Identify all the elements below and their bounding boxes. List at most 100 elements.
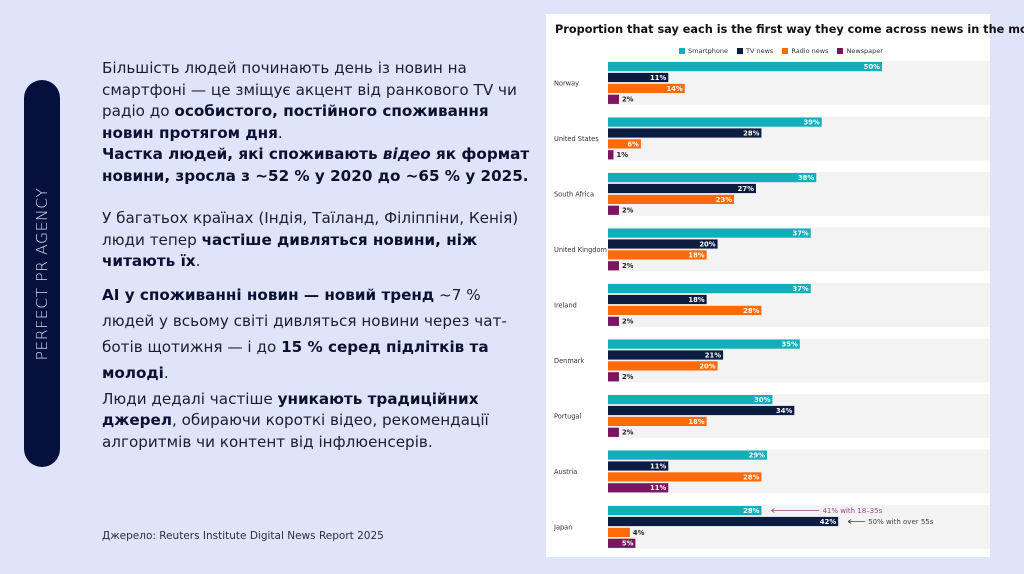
bar-newspaper-united-states (608, 150, 614, 160)
bar-smartphone-south-africa (608, 173, 817, 183)
data-label: 2% (622, 262, 634, 270)
bar-radio-news-norway (608, 83, 685, 93)
arrow-left-icon (771, 508, 775, 513)
legend-item-newspaper: Newspaper (837, 47, 883, 55)
data-label: 6% (627, 140, 639, 148)
data-label: 39% (803, 119, 819, 127)
bar-newspaper-portugal (608, 427, 619, 437)
bar-tv-news-united-kingdom (608, 239, 718, 249)
bar-tv-news-japan (608, 516, 839, 527)
category-group-japan: Japan 28% 42% 4% 5% (553, 505, 990, 549)
bar-radio-news-united-kingdom (608, 250, 707, 260)
data-label: 11% (650, 462, 666, 470)
bar-smartphone-norway (608, 62, 882, 72)
legend-item-tv-news: TV news (737, 47, 773, 55)
bar-newspaper-norway (608, 94, 619, 104)
legend-item-smartphone: Smartphone (679, 47, 728, 55)
data-label: 23% (716, 196, 732, 204)
data-label: 2% (622, 96, 634, 104)
data-label: 28% (743, 307, 759, 315)
paragraph-ai: AI у споживанні новин — новий тренд ~7 %… (102, 285, 507, 382)
category-group-austria: Austria 29% 11% 28% 11% (554, 449, 990, 494)
bar-tv-news-portugal (608, 405, 795, 416)
data-label: 2% (622, 429, 634, 437)
chart-title: Proportion that say each is the first wa… (555, 23, 1024, 36)
bar-tv-news-norway (608, 72, 669, 83)
data-label: 5% (622, 540, 634, 548)
category-label: South Africa (554, 190, 594, 198)
bar-smartphone-portugal (608, 395, 773, 405)
bar-tv-news-south-africa (608, 183, 756, 194)
brand-sidebar: PERFECT PR AGENCY (24, 80, 60, 467)
data-label: 37% (792, 285, 808, 293)
bar-smartphone-ireland (608, 284, 811, 294)
source-note: Джерело: Reuters Institute Digital News … (102, 530, 384, 542)
bar-radio-news-united-states (608, 139, 641, 149)
category-group-ireland: Ireland 37% 18% 28% 2% (554, 283, 990, 327)
data-label: 50% (864, 63, 880, 71)
category-label: Japan (553, 523, 572, 531)
bar-radio-news-austria (608, 472, 762, 482)
bar-radio-news-south-africa (608, 194, 735, 204)
category-label: Austria (554, 468, 577, 476)
paragraph-video: Частка людей, які споживають відео як фо… (102, 145, 530, 185)
legend-swatch (837, 48, 844, 54)
data-label: 2% (622, 373, 634, 381)
bar-smartphone-japan (608, 506, 762, 516)
bar-newspaper-austria (608, 483, 669, 493)
data-label: 18% (688, 296, 704, 304)
category-label: Ireland (554, 301, 577, 309)
data-label: 18% (688, 418, 704, 426)
legend-item-radio-news: Radio news (782, 47, 828, 55)
category-group-united-states: United States 39% 28% 6% 1% (554, 116, 990, 161)
data-label: 2% (622, 207, 634, 215)
category-label: United Kingdom (554, 246, 607, 254)
data-label: 11% (650, 484, 666, 492)
data-label: 27% (738, 185, 754, 193)
data-label: 30% (754, 396, 770, 404)
data-label: 14% (666, 85, 682, 93)
legend-swatch (679, 48, 685, 54)
annotation-young: 41% with 18–35s (771, 507, 883, 515)
data-label: 20% (699, 240, 715, 248)
brand-name: PERFECT PR AGENCY (33, 187, 51, 360)
legend-label: Newspaper (846, 47, 883, 55)
bar-tv-news-ireland (608, 294, 707, 305)
bar-tv-news-denmark (608, 350, 724, 360)
bar-radio-news-japan (608, 527, 630, 537)
data-label: 28% (743, 129, 759, 137)
legend-label: Radio news (791, 47, 829, 55)
data-label: 34% (776, 407, 792, 415)
data-label: 2% (622, 318, 634, 326)
legend-label: Smartphone (688, 47, 729, 55)
bar-smartphone-united-kingdom (608, 228, 811, 238)
category-group-united-kingdom: United Kingdom 37% 20% 18% 2% (554, 227, 990, 272)
category-group-denmark: Denmark 35% 21% 20% 2% (554, 338, 990, 383)
data-label: 37% (792, 230, 808, 238)
arrow-left-icon (847, 519, 852, 524)
data-label: 21% (705, 351, 721, 359)
paragraph-smartphone: Більшість людей починають день із новин … (102, 59, 517, 142)
category-label: Norway (554, 79, 579, 87)
data-label: 18% (688, 251, 704, 259)
chart-legend: Smartphone TV news Radio news Newspaper (679, 47, 883, 55)
paragraph-avoidance: Люди дедалі частіше уникають традиційних… (102, 389, 489, 451)
category-group-portugal: Portugal 30% 34% 18% 2% (554, 394, 990, 438)
bar-radio-news-denmark (608, 361, 718, 371)
paragraph-countries: У багатьох країнах (Індія, Таїланд, Філі… (102, 209, 519, 270)
bar-radio-news-portugal (608, 416, 707, 426)
chart-panel: Proportion that say each is the first wa… (546, 14, 1024, 557)
data-label: 4% (633, 529, 645, 537)
bar-smartphone-denmark (608, 339, 800, 349)
bar-newspaper-japan (608, 538, 636, 548)
category-label: Denmark (554, 357, 584, 365)
category-label: Portugal (554, 412, 581, 420)
data-label: 28% (743, 507, 759, 515)
data-label: 29% (749, 452, 765, 460)
annotation-older: 50% with over 55s (847, 518, 934, 526)
bar-newspaper-denmark (608, 372, 619, 382)
data-label: 11% (650, 74, 666, 82)
category-group-norway: Norway 50% 11%14% 2% (554, 61, 990, 105)
data-label: 42% (820, 518, 836, 526)
